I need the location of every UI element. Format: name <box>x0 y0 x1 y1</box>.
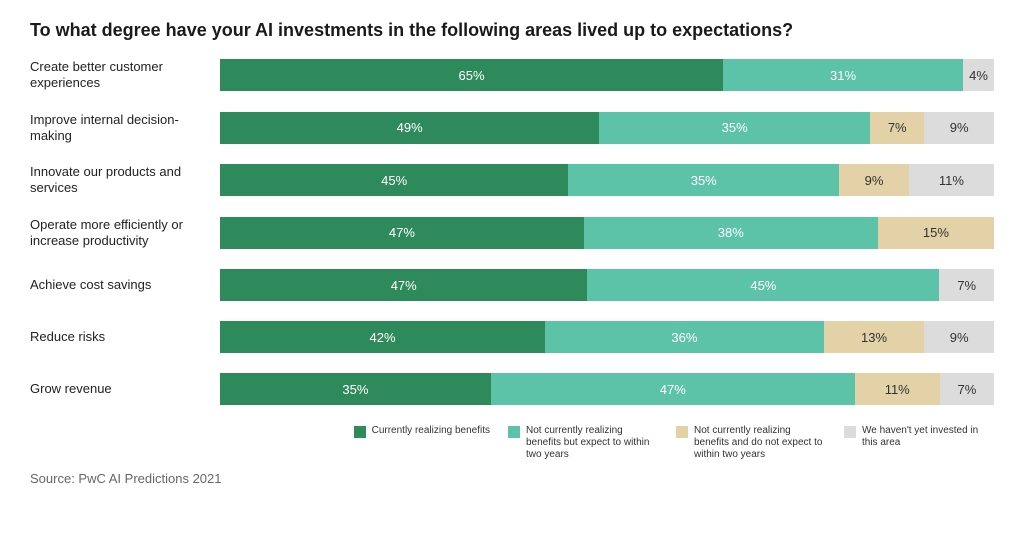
bar-segment: 13% <box>824 321 925 353</box>
legend-item: Currently realizing benefits <box>354 425 490 461</box>
legend-item: We haven't yet invested in this area <box>844 425 994 461</box>
bar-segment: 31% <box>723 59 963 91</box>
bar-segment: 45% <box>587 269 939 301</box>
bar-track: 47%45%7% <box>220 269 994 301</box>
legend: Currently realizing benefits Not currentl… <box>30 425 994 461</box>
bar-segment: 35% <box>220 373 491 405</box>
bar-track: 47%38%15% <box>220 217 994 249</box>
bar-segment: 42% <box>220 321 545 353</box>
bar-segment: 9% <box>839 164 909 196</box>
bar-segment: 35% <box>568 164 839 196</box>
legend-text: Not currently realizing benefits and do … <box>694 425 826 461</box>
bar-track: 65%31%4% <box>220 59 994 91</box>
chart-row: Create better customer experiences65%31%… <box>30 59 994 92</box>
bar-segment: 7% <box>940 373 994 405</box>
bar-track: 49%35%7%9% <box>220 112 994 144</box>
bar-segment: 15% <box>878 217 994 249</box>
row-label: Grow revenue <box>30 381 220 397</box>
bar-segment: 4% <box>963 59 994 91</box>
bar-track: 35%47%11%7% <box>220 373 994 405</box>
legend-text: Currently realizing benefits <box>372 425 490 437</box>
legend-text: We haven't yet invested in this area <box>862 425 994 449</box>
bar-segment: 65% <box>220 59 723 91</box>
bar-segment: 47% <box>491 373 855 405</box>
bar-segment: 7% <box>870 112 924 144</box>
legend-swatch <box>354 426 366 438</box>
row-label: Improve internal decision-making <box>30 112 220 145</box>
bar-segment: 45% <box>220 164 568 196</box>
legend-swatch <box>844 426 856 438</box>
bar-segment: 36% <box>545 321 824 353</box>
chart-row: Operate more efficiently or increase pro… <box>30 217 994 250</box>
row-label: Create better customer experiences <box>30 59 220 92</box>
row-label: Innovate our products and services <box>30 164 220 197</box>
bar-segment: 35% <box>599 112 870 144</box>
bar-segment: 11% <box>855 373 940 405</box>
legend-swatch <box>508 426 520 438</box>
bar-segment: 47% <box>220 217 584 249</box>
bar-track: 42%36%13%9% <box>220 321 994 353</box>
row-label: Reduce risks <box>30 329 220 345</box>
bar-segment: 47% <box>220 269 587 301</box>
chart-row: Grow revenue35%47%11%7% <box>30 373 994 405</box>
chart-row: Improve internal decision-making49%35%7%… <box>30 112 994 145</box>
bar-segment: 7% <box>939 269 994 301</box>
legend-swatch <box>676 426 688 438</box>
bar-segment: 11% <box>909 164 994 196</box>
bar-segment: 49% <box>220 112 599 144</box>
chart-row: Innovate our products and services45%35%… <box>30 164 994 197</box>
bar-segment: 9% <box>924 321 994 353</box>
source-text: Source: PwC AI Predictions 2021 <box>30 471 994 486</box>
legend-text: Not currently realizing benefits but exp… <box>526 425 658 461</box>
legend-item: Not currently realizing benefits and do … <box>676 425 826 461</box>
row-label: Achieve cost savings <box>30 277 220 293</box>
legend-item: Not currently realizing benefits but exp… <box>508 425 658 461</box>
chart-title: To what degree have your AI investments … <box>30 20 994 41</box>
bar-segment: 38% <box>584 217 878 249</box>
bar-track: 45%35%9%11% <box>220 164 994 196</box>
chart-row: Reduce risks42%36%13%9% <box>30 321 994 353</box>
bar-segment: 9% <box>924 112 994 144</box>
chart-area: Create better customer experiences65%31%… <box>30 59 994 405</box>
chart-row: Achieve cost savings47%45%7% <box>30 269 994 301</box>
row-label: Operate more efficiently or increase pro… <box>30 217 220 250</box>
